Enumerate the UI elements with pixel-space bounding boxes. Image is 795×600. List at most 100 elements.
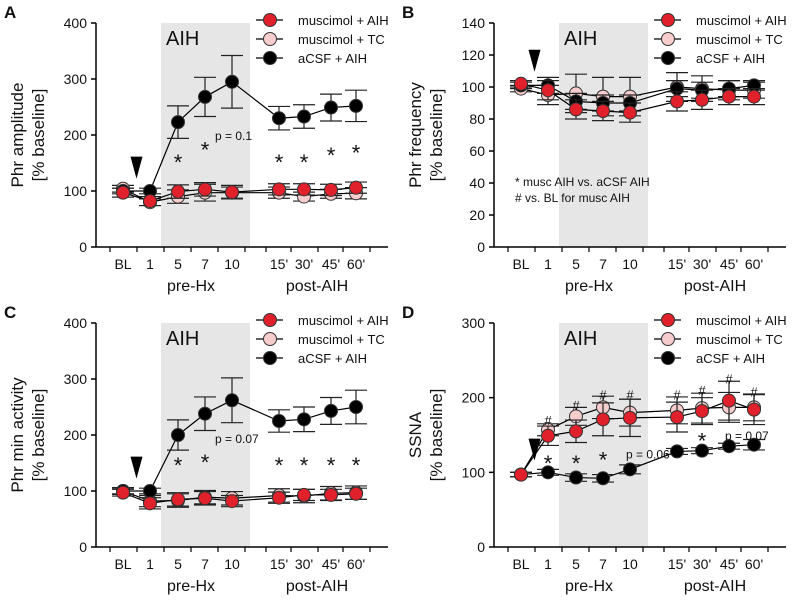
p-value-annotation: p = 0.07 bbox=[725, 429, 769, 443]
data-point bbox=[569, 424, 583, 439]
series-muscimol-AIH bbox=[510, 76, 765, 123]
x-tick-label: 15' bbox=[668, 556, 686, 572]
group-label-post: post-AIH bbox=[286, 578, 348, 595]
x-tick-label: 15' bbox=[270, 256, 288, 272]
data-point bbox=[670, 94, 684, 109]
significance-star: * bbox=[174, 150, 183, 175]
shade-label: AIH bbox=[564, 28, 597, 50]
data-point bbox=[297, 182, 311, 197]
significance-star: * bbox=[327, 143, 336, 168]
series-aCSF-AIH bbox=[510, 437, 765, 486]
data-point bbox=[722, 89, 736, 104]
data-point bbox=[297, 109, 311, 124]
data-point bbox=[541, 465, 555, 480]
significance-star: * bbox=[201, 450, 210, 475]
y-axis-label-line: Phr frequency bbox=[406, 82, 425, 188]
x-tick-label: 10 bbox=[622, 556, 638, 572]
data-point bbox=[514, 76, 528, 91]
legend-marker bbox=[661, 13, 675, 27]
legend-marker bbox=[263, 32, 277, 46]
y-tick-label: 300 bbox=[64, 371, 88, 387]
shade-label: AIH bbox=[166, 328, 199, 350]
y-tick-label: 140 bbox=[462, 15, 486, 31]
x-tick-label: 60' bbox=[347, 256, 365, 272]
significance-hash: # bbox=[572, 398, 580, 413]
x-tick-label: 45' bbox=[720, 256, 738, 272]
x-tick-label: 60' bbox=[347, 556, 365, 572]
y-axis-label-line: [% baseline] bbox=[29, 89, 48, 182]
significance-hash: # bbox=[750, 385, 758, 400]
significance-star: * bbox=[275, 453, 284, 478]
group-label-pre: pre-Hx bbox=[565, 578, 613, 595]
data-point bbox=[143, 484, 157, 498]
x-tick-label: 5 bbox=[572, 556, 580, 572]
x-tick-label: 5 bbox=[572, 256, 580, 272]
legend-label: aCSF + AIH bbox=[696, 351, 765, 366]
legend-label: aCSF + AIH bbox=[298, 51, 367, 66]
x-tick-label: 5 bbox=[174, 256, 182, 272]
data-point bbox=[747, 89, 761, 104]
data-point bbox=[225, 185, 239, 200]
y-tick-label: 100 bbox=[462, 464, 486, 480]
chart-panel-B: AIH B 0 20 40 60 80 100 120 140 BL 1 5 7 10 15' 30' 45' 60… bbox=[402, 3, 787, 295]
data-point bbox=[116, 185, 130, 200]
y-axis-label-line: [% baseline] bbox=[427, 389, 446, 482]
legend-note: # vs. BL for musc AIH bbox=[515, 191, 630, 205]
y-axis-label-line: [% baseline] bbox=[427, 89, 446, 182]
data-point bbox=[297, 487, 311, 502]
legend-label: muscimol + TC bbox=[696, 332, 783, 347]
y-axis-label-line: SSNA bbox=[406, 411, 425, 458]
shade-label: AIH bbox=[564, 328, 597, 350]
significance-hash: # bbox=[544, 413, 552, 428]
y-tick-label: 200 bbox=[64, 127, 88, 143]
data-point bbox=[143, 194, 157, 209]
significance-star: * bbox=[174, 453, 183, 478]
legend-label: muscimol + TC bbox=[298, 332, 385, 347]
data-point bbox=[596, 412, 610, 427]
x-tick-label: 30' bbox=[693, 256, 711, 272]
significance-hash: # bbox=[626, 388, 634, 403]
panel-label: D bbox=[402, 303, 414, 322]
x-tick-label: 45' bbox=[322, 256, 340, 272]
y-tick-label: 0 bbox=[79, 539, 87, 555]
data-point bbox=[569, 470, 583, 485]
p-value-annotation: p = 0.1 bbox=[215, 129, 252, 143]
y-tick-label: 60 bbox=[469, 143, 485, 159]
data-point bbox=[171, 492, 185, 507]
data-point bbox=[670, 444, 684, 459]
x-tick-label: 1 bbox=[544, 256, 552, 272]
x-tick-label: BL bbox=[114, 556, 131, 572]
data-point bbox=[143, 496, 157, 511]
x-tick-label: 45' bbox=[322, 556, 340, 572]
data-point bbox=[272, 111, 286, 126]
legend-label: muscimol + AIH bbox=[696, 313, 787, 328]
y-tick-label: 20 bbox=[469, 207, 485, 223]
y-tick-label: 80 bbox=[469, 111, 485, 127]
p-value-annotation: p = 0.06 bbox=[626, 448, 670, 462]
data-point bbox=[623, 105, 637, 120]
group-label-post: post-AIH bbox=[684, 578, 746, 595]
significance-star: * bbox=[201, 137, 210, 162]
data-point bbox=[116, 485, 130, 500]
legend-label: aCSF + AIH bbox=[298, 351, 367, 366]
x-tick-label: BL bbox=[114, 256, 131, 272]
data-point bbox=[670, 410, 684, 425]
significance-star: * bbox=[599, 447, 608, 472]
y-tick-label: 200 bbox=[462, 390, 486, 406]
x-tick-label: 7 bbox=[201, 256, 209, 272]
data-point bbox=[324, 487, 338, 502]
x-tick-label: 30' bbox=[693, 556, 711, 572]
x-tick-label: 45' bbox=[720, 556, 738, 572]
data-point bbox=[349, 486, 363, 501]
y-axis-label-line: Phr amplitude bbox=[8, 83, 27, 188]
panel-label: A bbox=[4, 3, 16, 22]
legend-marker bbox=[661, 313, 675, 327]
y-axis-label-line: Phr min activity bbox=[8, 377, 27, 493]
significance-hash: # bbox=[698, 383, 706, 398]
legend-marker bbox=[661, 332, 675, 346]
data-point bbox=[722, 393, 736, 408]
legend-marker bbox=[263, 351, 277, 365]
x-tick-label: 1 bbox=[146, 556, 154, 572]
y-tick-label: 120 bbox=[462, 47, 486, 63]
